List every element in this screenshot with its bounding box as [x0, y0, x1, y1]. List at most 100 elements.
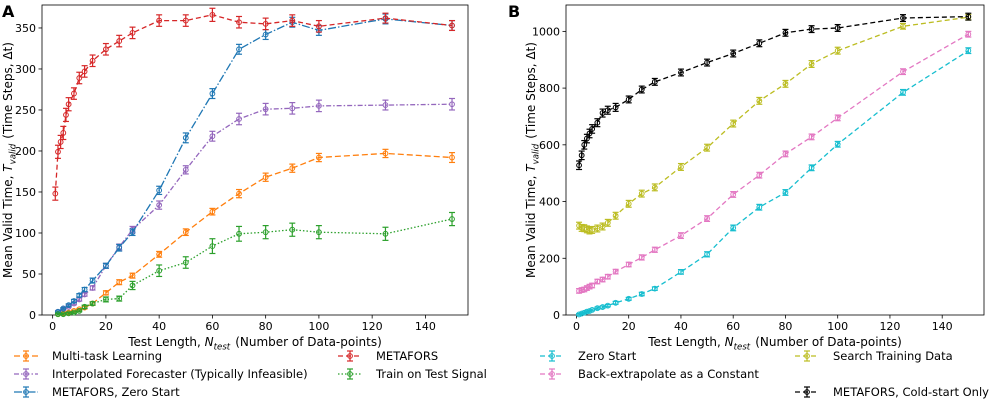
panel-a-series-metafors-zero-start-line: [57, 18, 453, 313]
panel-a-series-metafors-zero-start-point: [71, 298, 77, 304]
panel-b-y-tick-label: 200: [539, 252, 560, 265]
panel-a-series-metafors-zero-start-point: [103, 262, 109, 269]
panel-a-series-train-on-test-signal-point: [449, 216, 455, 222]
panel-a-series-multi-task-learning-point: [182, 229, 189, 236]
panel-a-y-tick-label: 0: [29, 309, 36, 322]
panel-b-series-zero-start-line: [578, 50, 969, 316]
panel-a-series-train-on-test-signal-point: [209, 243, 216, 250]
panel-b-series-search-training-data-point: [834, 47, 841, 54]
panel-a-legend-entry-interpolated-forecaster-typically-infeasible: Interpolated Forecaster (Typically Infea…: [14, 367, 308, 381]
panel-b-series-metafors-cold-start-only-point: [782, 29, 789, 36]
panel-a-x-tick-label: 120: [362, 320, 383, 333]
panel-a-series-train-on-test-signal-point: [182, 259, 189, 266]
panel-a-series-metafors-point: [289, 17, 296, 24]
panel-b-legend-entry-zero-start: Zero Start: [540, 349, 637, 363]
panel-b-x-tick-label: 120: [879, 320, 900, 333]
panel-b-series-zero-start-point: [638, 291, 645, 297]
panel-b-series-back-extrapolate-as-a-constant-point: [900, 68, 906, 75]
panel-a-series-metafors-point: [129, 29, 136, 36]
panel-b-series-search-training-data-point: [594, 225, 601, 232]
panel-b-series-zero-start-point: [782, 189, 789, 196]
panel-b-series-metafors-cold-start-only-point: [704, 59, 710, 66]
panel-a-series-multi-task-learning-point: [289, 165, 296, 172]
panel-b-series-search-training-data-point: [612, 212, 619, 219]
panel-b-series-search-training-data: [576, 13, 972, 235]
panel-b-series-metafors-cold-start-only-point: [678, 69, 684, 76]
panel-a-series-train-on-test-signal-point: [103, 296, 109, 303]
panel-b-series-metafors-cold-start-only-point: [599, 110, 606, 116]
panel-a-series-interpolated-forecaster-typically-infeasible-point: [316, 102, 322, 109]
panel-b-series-search-training-data-point: [589, 227, 596, 233]
panel-a-series-train-on-test-signal-point: [55, 311, 61, 318]
panel-a-series-multi-task-learning-point: [116, 279, 123, 286]
panel-b-series-back-extrapolate-as-a-constant-point: [678, 232, 684, 239]
panel-a-series-interpolated-forecaster-typically-infeasible: [54, 97, 456, 315]
panel-b-series-back-extrapolate-as-a-constant-point: [604, 273, 611, 280]
panel-b-series-search-training-data-point: [651, 184, 658, 191]
panel-b-series-metafors-cold-start-only-point: [638, 86, 645, 93]
panel-a-series-metafors: [52, 7, 456, 201]
panel-a-series-interpolated-forecaster-typically-infeasible-point: [156, 202, 163, 209]
panel-a-series-metafors-point: [65, 101, 72, 108]
panel-a-series-metafors-point: [116, 38, 123, 44]
panel-b-series-metafors-cold-start-only-point: [834, 25, 841, 31]
panel-a-series-metafors-point: [81, 68, 88, 75]
panel-a-x-tick-label: 20: [99, 320, 113, 333]
panel-a-series-train-on-test-signal-point: [156, 267, 163, 274]
panel-a-series-train-on-test-signal-point: [71, 309, 77, 316]
legend-label: METAFORS, Zero Start: [52, 385, 180, 399]
panel-a-series-train-on-test-signal-point: [89, 300, 96, 307]
panel-a-y-tick-label: 150: [15, 186, 36, 199]
panel-b-legend: Zero Start Back-extrapolate as a Constant…: [540, 349, 989, 399]
panel-a-series-metafors-zero-start-point: [262, 31, 269, 38]
panel-b-series-zero-start-point: [808, 164, 815, 171]
panel-a-series-multi-task-learning-point: [103, 289, 109, 296]
panel-b-series-metafors-cold-start-only: [576, 12, 972, 171]
panel-b-series-metafors-cold-start-only-point: [730, 50, 737, 57]
legend-marker-swatch: [549, 353, 555, 359]
panel-a-x-axis-label: Test Length, Ntest (Number of Data-point…: [127, 335, 382, 353]
panel-b-legend-entry-back-extrapolate-as-a-constant: Back-extrapolate as a Constant: [540, 367, 759, 381]
panel-b-series-metafors-cold-start-only-point: [589, 126, 596, 132]
legend-label: Back-extrapolate as a Constant: [578, 367, 759, 381]
panel-b-y-tick-label: 400: [539, 196, 560, 209]
panel-a-series-metafors-point: [182, 17, 189, 24]
legend-label: Interpolated Forecaster (Typically Infea…: [52, 367, 308, 381]
panel-b-series-zero-start-point: [604, 302, 611, 309]
panel-b-x-axis-label: Test Length, Ntest (Number of Data-point…: [647, 335, 902, 353]
panel-a-y-tick-label: 200: [15, 145, 36, 158]
legend-marker-swatch: [23, 371, 29, 377]
legend-label: Zero Start: [578, 349, 637, 363]
panel-b-series-back-extrapolate-as-a-constant-point: [782, 151, 789, 157]
panel-a-series-interpolated-forecaster-typically-infeasible-point: [262, 106, 269, 113]
legend-label: METAFORS, Cold-start Only: [833, 385, 989, 399]
panel-b-series-zero-start-point: [756, 204, 763, 211]
panel-a-legend: Multi-task Learning Interpolated Forecast…: [14, 349, 487, 399]
panel-a-series-metafors-point: [209, 11, 216, 18]
panel-b-series-back-extrapolate-as-a-constant-point: [965, 31, 972, 38]
panel-a-series-metafors-point: [262, 20, 269, 27]
panel-b-series-back-extrapolate-as-a-constant-point: [808, 133, 815, 140]
panel-b-series-back-extrapolate-as-a-constant-point: [589, 282, 596, 289]
legend-marker-swatch: [549, 371, 555, 377]
panel-a-series-multi-task-learning-point: [209, 208, 216, 215]
panel-a-series-multi-task-learning-point: [129, 272, 136, 279]
panel-a-series-metafors-zero-start-point: [236, 46, 242, 53]
panel-b-series-back-extrapolate-as-a-constant-point: [651, 246, 658, 253]
panel-b-series-back-extrapolate-as-a-constant-point: [704, 215, 710, 222]
panel-b-series-metafors-cold-start-only-point: [900, 15, 906, 21]
panel-b-x-tick-label: 0: [573, 320, 580, 333]
panel-b-series-back-extrapolate-as-a-constant-point: [612, 268, 619, 275]
panel-a-legend-entry-train-on-test-signal: Train on Test Signal: [338, 367, 487, 381]
panel-a-series-interpolated-forecaster-typically-infeasible-point: [209, 133, 216, 140]
panel-b-series-metafors-cold-start-only-point: [604, 107, 611, 114]
panel-b-series-search-training-data-point: [730, 120, 737, 127]
panel-b-series-metafors-cold-start-only-point: [594, 119, 601, 126]
panel-b-series-zero-start-point: [678, 268, 684, 275]
panel-b-series-metafors-cold-start-only-point: [625, 96, 632, 103]
panel-a-series-metafors-zero-start-point: [60, 305, 67, 312]
panel-b-legend-entry-search-training-data: Search Training Data: [795, 349, 953, 363]
panel-b-y-tick-label: 1000: [532, 25, 560, 38]
panel-b-series-zero-start-point: [612, 299, 619, 306]
panel-b-x-tick-label: 100: [827, 320, 848, 333]
